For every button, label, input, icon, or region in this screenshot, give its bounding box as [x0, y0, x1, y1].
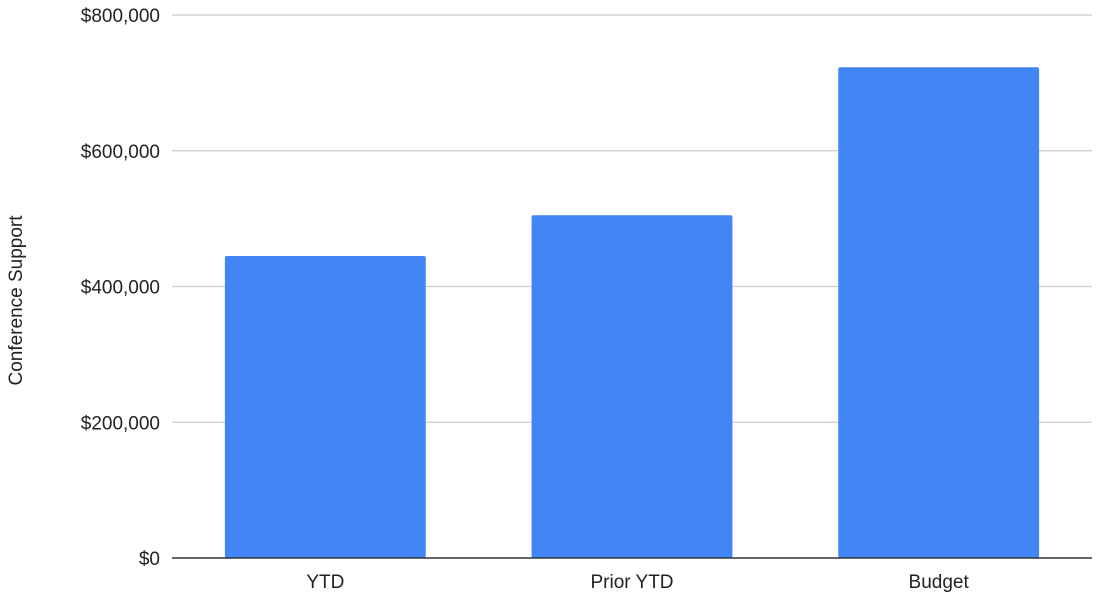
y-tick-label: $400,000 — [81, 278, 160, 299]
y-tick-label: $800,000 — [81, 6, 160, 27]
bar-prior-ytd — [531, 215, 733, 558]
bars — [224, 67, 1040, 559]
y-tick-label: $600,000 — [81, 142, 160, 163]
y-axis-tick-labels: $0 $200,000 $400,000 $600,000 $800,000 — [81, 6, 160, 570]
y-tick-label: $0 — [139, 549, 160, 570]
y-tick-label: $200,000 — [81, 413, 160, 434]
x-tick-label: YTD — [306, 572, 344, 593]
bar-ytd — [224, 255, 426, 559]
x-tick-label: Budget — [909, 572, 970, 593]
x-tick-label: Prior YTD — [590, 572, 673, 593]
y-axis-title: Conference Support — [6, 215, 27, 386]
bar-budget — [838, 67, 1040, 559]
x-axis-tick-labels: YTD Prior YTD Budget — [306, 572, 969, 593]
